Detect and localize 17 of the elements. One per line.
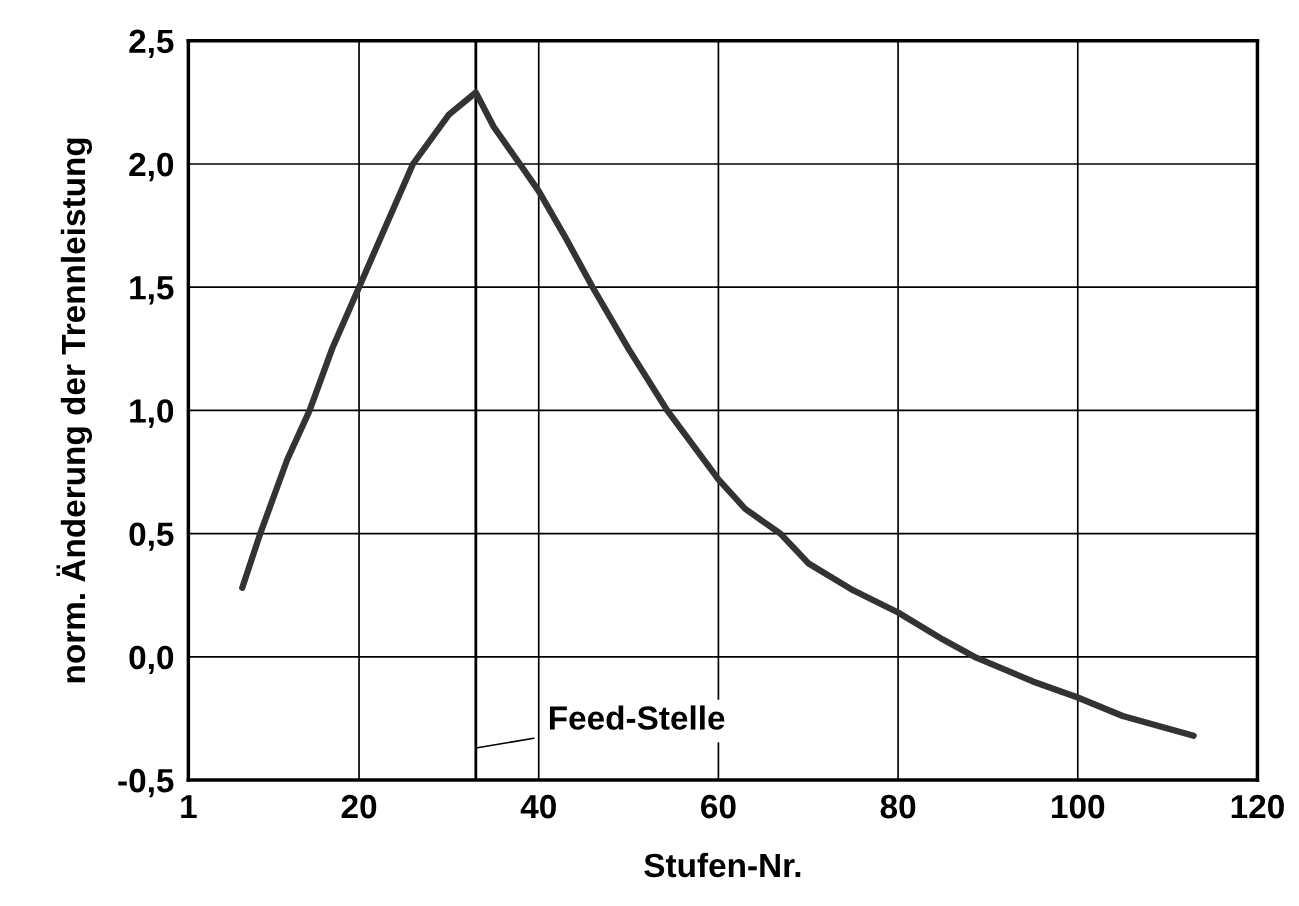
y-tick-label: 1,0 xyxy=(130,399,174,428)
x-tick-label: 40 xyxy=(520,794,556,819)
x-axis-title: Stufen-Nr. xyxy=(644,852,801,878)
x-tick-label: 20 xyxy=(341,794,377,819)
y-tick-label: 0,0 xyxy=(129,645,174,675)
ref-line-label: Feed-Stelle xyxy=(549,705,725,730)
y-tick-label: 0,5 xyxy=(129,522,174,551)
x-tick-label: 60 xyxy=(701,794,736,819)
x-tick-label: 80 xyxy=(880,794,916,819)
y-tick-label: 1,5 xyxy=(130,276,174,305)
y-tick-label: -0,5 xyxy=(118,768,174,798)
x-tick-label: 1 xyxy=(181,795,197,819)
y-tick-label: 2,0 xyxy=(129,152,174,182)
y-axis-title: norm. Änderung der Trennleistung xyxy=(56,138,93,683)
y-tick-label: 2,5 xyxy=(129,29,174,59)
x-tick-label: 120 xyxy=(1231,794,1284,819)
x-tick-label: 100 xyxy=(1052,794,1105,819)
